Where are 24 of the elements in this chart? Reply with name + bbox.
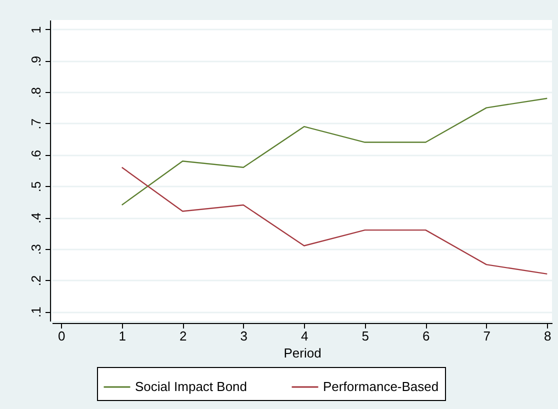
- x-tick-label: 6: [422, 328, 430, 344]
- x-tick-label: 1: [118, 328, 126, 344]
- y-tick-label: 1: [28, 26, 44, 34]
- y-tick-label: .7: [28, 118, 44, 130]
- y-tick-label: .9: [28, 56, 44, 67]
- x-tick-label: 0: [58, 328, 66, 344]
- x-tick-label: 2: [180, 328, 187, 344]
- y-tick-label: .1: [28, 306, 44, 318]
- x-tick-label: 8: [544, 328, 552, 344]
- y-tick-label: .2: [28, 275, 44, 286]
- y-tick-label: .8: [28, 87, 44, 98]
- y-tick-label: .5: [28, 181, 44, 192]
- x-axis-title: Period: [284, 346, 322, 360]
- x-tick-label: 5: [362, 328, 369, 344]
- x-tick-label: 4: [301, 328, 308, 344]
- y-tick-label: .3: [28, 244, 44, 255]
- y-tick-label: .4: [28, 212, 44, 224]
- legend-label: Performance-Based: [323, 379, 439, 394]
- y-tick-label: .6: [28, 150, 44, 161]
- x-tick-label: 3: [240, 328, 248, 344]
- line-series: [121, 98, 548, 206]
- line-series: [121, 166, 548, 275]
- legend-label: Social Impact Bond: [135, 379, 248, 394]
- x-tick-label: 7: [483, 328, 491, 344]
